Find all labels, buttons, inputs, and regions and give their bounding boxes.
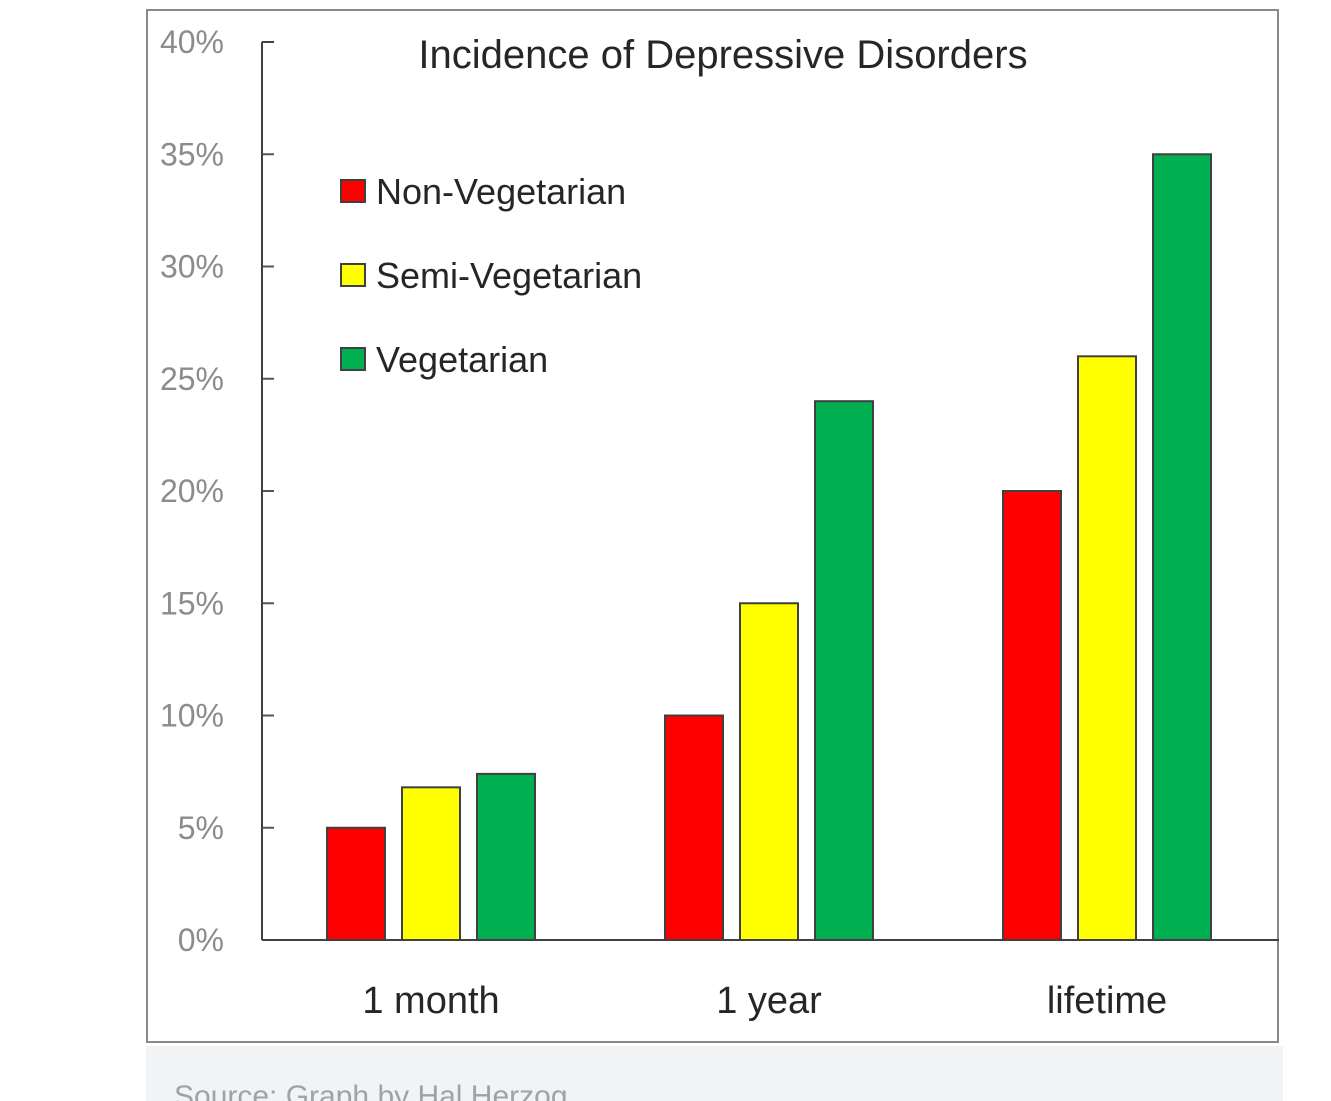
y-tick-label: 30%	[160, 249, 224, 285]
caption-box: Source: Graph by Hal Herzog	[146, 1046, 1283, 1101]
legend-swatch	[340, 179, 366, 203]
x-tick-label: lifetime	[1047, 980, 1167, 1022]
legend-swatch	[340, 347, 366, 371]
bar-vegetarian-0	[476, 772, 536, 941]
bar-non-vegetarian-2	[1002, 490, 1062, 941]
y-tick-label: 20%	[160, 473, 224, 509]
bar-non-vegetarian-0	[326, 826, 386, 941]
bar-vegetarian-2	[1152, 153, 1212, 941]
y-tick-label: 40%	[160, 24, 224, 60]
y-tick-label: 25%	[160, 361, 224, 397]
y-tick-label: 10%	[160, 698, 224, 734]
legend-label: Vegetarian	[376, 339, 548, 380]
legend-swatch	[340, 263, 366, 287]
bar-semi-vegetarian-1	[739, 602, 799, 941]
y-tick-label: 5%	[178, 810, 224, 846]
x-tick-label: 1 month	[362, 980, 499, 1022]
chart-title: Incidence of Depressive Disorders	[418, 33, 1027, 77]
x-tick-label: 1 year	[716, 980, 822, 1022]
bar-vegetarian-1	[814, 400, 874, 941]
axes	[261, 41, 1279, 941]
bar-semi-vegetarian-0	[401, 786, 461, 942]
legend-label: Non-Vegetarian	[376, 171, 626, 212]
bars	[326, 153, 1212, 942]
y-tick-label: 15%	[160, 585, 224, 621]
source-caption: Source: Graph by Hal Herzog	[174, 1080, 568, 1101]
y-tick-label: 0%	[178, 922, 224, 958]
legend-label: Semi-Vegetarian	[376, 255, 642, 296]
y-axis-ticks: 0% 5% 10% 15% 20% 25% 30% 35% 40%	[160, 24, 274, 958]
bar-semi-vegetarian-2	[1077, 355, 1137, 941]
bar-non-vegetarian-1	[664, 714, 724, 941]
x-axis-labels: 1 month 1 year lifetime	[362, 980, 1167, 1022]
legend: Non-Vegetarian Semi-Vegetarian Vegetarian	[340, 171, 642, 380]
y-tick-label: 35%	[160, 136, 224, 172]
